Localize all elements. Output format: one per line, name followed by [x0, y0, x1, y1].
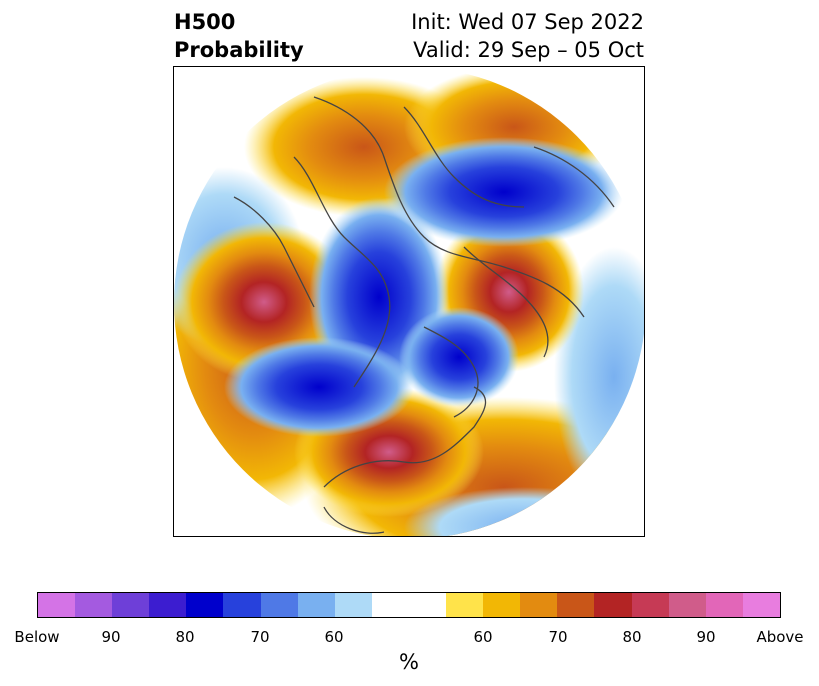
colorbar-segment [75, 593, 113, 617]
colorbar-segment [742, 593, 780, 617]
colorbar-segment [186, 593, 224, 617]
colorbar-segment [631, 593, 669, 617]
chart-title: H500 Probability [174, 8, 304, 64]
colorbar-segment [223, 593, 261, 617]
colorbar [37, 592, 781, 618]
colorbar-segment [705, 593, 743, 617]
colorbar-segment [408, 593, 447, 617]
colorbar-segment [668, 593, 706, 617]
colorbar-tick-label: 90 [101, 628, 121, 646]
colorbar-tick-label: 80 [175, 628, 195, 646]
coastlines [233, 96, 615, 534]
colorbar-segment [483, 593, 521, 617]
title-line-1: H500 [174, 10, 236, 34]
colorbar-segment [112, 593, 150, 617]
colorbar-tick-label: 70 [548, 628, 568, 646]
valid-range: Valid: 29 Sep – 05 Oct [413, 38, 644, 62]
probability-shading [174, 67, 644, 536]
colorbar-segment [557, 593, 595, 617]
title-line-2: Probability [174, 38, 304, 62]
colorbar-segment [38, 593, 76, 617]
colorbar-tick-label: Above [756, 628, 804, 646]
colorbar-segment [594, 593, 632, 617]
colorbar-tick-label: 80 [622, 628, 642, 646]
colorbar-segment [371, 593, 409, 617]
colorbar-unit-label: % [399, 650, 419, 674]
colorbar-segment [260, 593, 298, 617]
colorbar-tick-label: 60 [473, 628, 493, 646]
init-date: Init: Wed 07 Sep 2022 [411, 10, 644, 34]
colorbar-segment [446, 593, 484, 617]
date-info: Init: Wed 07 Sep 2022 Valid: 29 Sep – 05… [411, 8, 644, 64]
colorbar-tick-label: Below [14, 628, 60, 646]
colorbar-segment [520, 593, 558, 617]
probability-map [173, 66, 645, 537]
colorbar-segment [334, 593, 372, 617]
colorbar-tick-label: 90 [696, 628, 716, 646]
colorbar-segment [149, 593, 187, 617]
colorbar-tick-label: 60 [324, 628, 344, 646]
colorbar-tick-label: 70 [250, 628, 270, 646]
colorbar-segment [297, 593, 335, 617]
map-svg [174, 67, 644, 536]
